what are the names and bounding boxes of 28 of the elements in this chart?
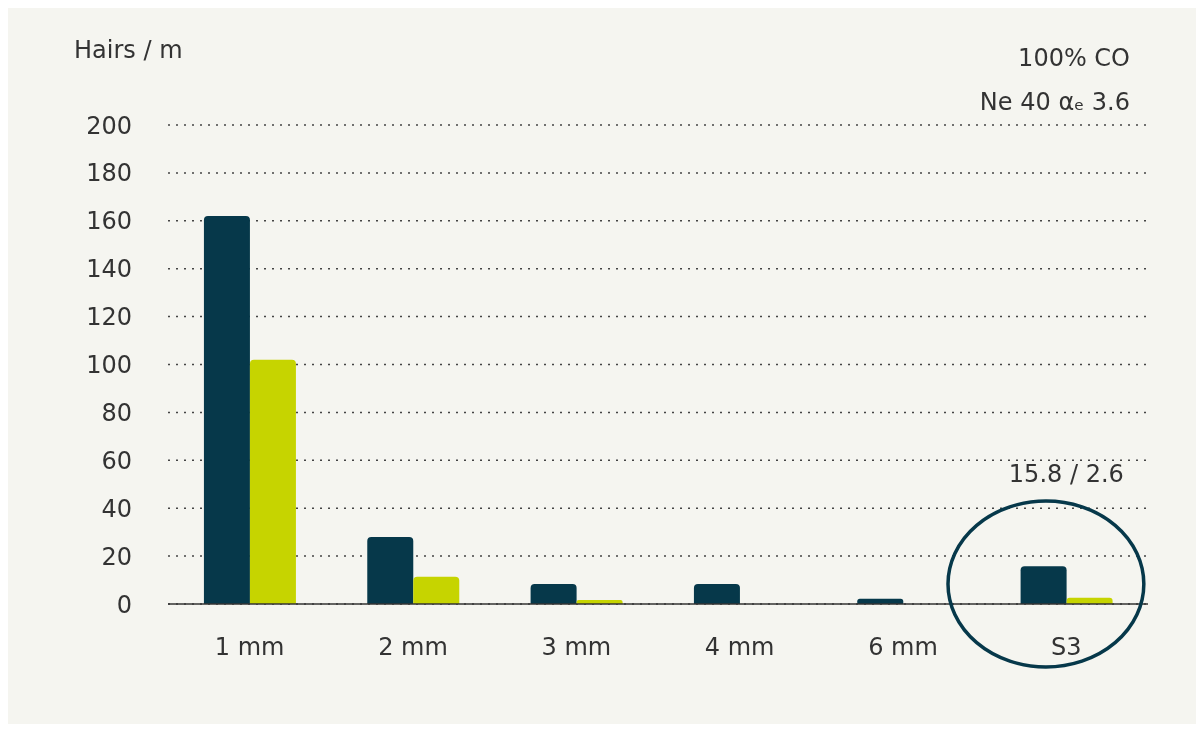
chart-title: 100% CO bbox=[1017, 43, 1130, 74]
bar bbox=[203, 216, 250, 604]
bar bbox=[530, 584, 577, 604]
chart-subtitle: Ne 40 αₑ 3.6 bbox=[979, 87, 1130, 118]
y-axis-title: Hairs / m bbox=[74, 36, 183, 64]
y-tick-label: 140 bbox=[86, 255, 132, 284]
y-tick-label: 40 bbox=[101, 494, 132, 523]
annotation: 15.8 / 2.6 bbox=[1007, 460, 1125, 488]
x-tick-label: 3 mm bbox=[541, 633, 612, 662]
x-tick-label: 2 mm bbox=[378, 633, 448, 662]
bar bbox=[693, 584, 740, 604]
x-tick-label: S3 bbox=[1051, 633, 1082, 662]
y-tick-label: 0 bbox=[116, 590, 132, 619]
bar bbox=[249, 359, 296, 604]
bar bbox=[1020, 566, 1067, 604]
y-tick-label: 60 bbox=[101, 446, 132, 475]
y-tick-label: 20 bbox=[101, 542, 132, 571]
bar bbox=[367, 536, 414, 604]
x-tick-label: 4 mm bbox=[704, 633, 775, 662]
x-tick-label: 6 mm bbox=[868, 633, 938, 662]
y-tick-label: 120 bbox=[86, 303, 132, 332]
y-tick-label: 200 bbox=[86, 111, 132, 140]
x-tick-label: 1 mm bbox=[214, 633, 285, 662]
y-tick-label: 160 bbox=[86, 207, 132, 236]
bar bbox=[413, 576, 460, 604]
y-tick-label: 180 bbox=[86, 159, 132, 188]
y-tick-label: 80 bbox=[101, 398, 132, 427]
y-tick-label: 100 bbox=[86, 351, 132, 380]
